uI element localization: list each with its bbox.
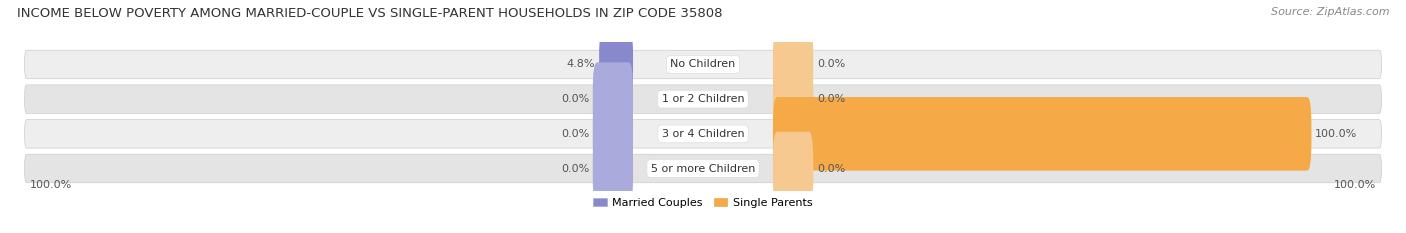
FancyBboxPatch shape — [24, 120, 1382, 148]
FancyBboxPatch shape — [24, 50, 1382, 79]
Text: 3 or 4 Children: 3 or 4 Children — [662, 129, 744, 139]
FancyBboxPatch shape — [24, 85, 1382, 113]
Text: 0.0%: 0.0% — [817, 59, 845, 69]
FancyBboxPatch shape — [24, 154, 1382, 183]
FancyBboxPatch shape — [593, 62, 633, 136]
Text: 100.0%: 100.0% — [1315, 129, 1357, 139]
Text: 4.8%: 4.8% — [567, 59, 595, 69]
Text: 0.0%: 0.0% — [817, 94, 845, 104]
FancyBboxPatch shape — [773, 97, 1312, 171]
FancyBboxPatch shape — [773, 132, 813, 205]
Text: 0.0%: 0.0% — [817, 164, 845, 174]
FancyBboxPatch shape — [599, 28, 633, 101]
FancyBboxPatch shape — [593, 97, 633, 171]
FancyBboxPatch shape — [773, 62, 813, 136]
Text: No Children: No Children — [671, 59, 735, 69]
Text: INCOME BELOW POVERTY AMONG MARRIED-COUPLE VS SINGLE-PARENT HOUSEHOLDS IN ZIP COD: INCOME BELOW POVERTY AMONG MARRIED-COUPL… — [17, 7, 723, 20]
Text: 0.0%: 0.0% — [561, 94, 589, 104]
Text: 0.0%: 0.0% — [561, 129, 589, 139]
Text: 1 or 2 Children: 1 or 2 Children — [662, 94, 744, 104]
Text: 100.0%: 100.0% — [30, 180, 72, 190]
Text: 5 or more Children: 5 or more Children — [651, 164, 755, 174]
FancyBboxPatch shape — [593, 132, 633, 205]
Text: 100.0%: 100.0% — [1334, 180, 1376, 190]
Legend: Married Couples, Single Parents: Married Couples, Single Parents — [589, 193, 817, 212]
FancyBboxPatch shape — [773, 28, 813, 101]
Text: 0.0%: 0.0% — [561, 164, 589, 174]
Text: Source: ZipAtlas.com: Source: ZipAtlas.com — [1271, 7, 1389, 17]
